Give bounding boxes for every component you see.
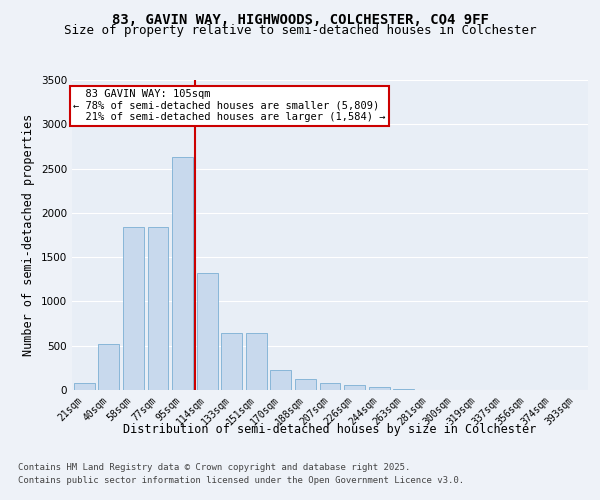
Text: Size of property relative to semi-detached houses in Colchester: Size of property relative to semi-detach… (64, 24, 536, 37)
Bar (98, 344, 119, 390)
Bar (320, 383, 340, 390)
Bar (393, 389, 414, 390)
Bar (197, 273, 218, 390)
Bar (172, 157, 193, 390)
Bar (148, 227, 169, 390)
Text: Contains HM Land Registry data © Crown copyright and database right 2025.: Contains HM Land Registry data © Crown c… (18, 462, 410, 471)
Text: 83, GAVIN WAY, HIGHWOODS, COLCHESTER, CO4 9FF: 83, GAVIN WAY, HIGHWOODS, COLCHESTER, CO… (112, 12, 488, 26)
Bar (295, 380, 316, 390)
Bar (368, 388, 389, 390)
Bar (123, 227, 144, 390)
Bar (246, 334, 267, 390)
Bar (74, 383, 95, 390)
Bar (221, 334, 242, 390)
Bar (271, 370, 292, 390)
Y-axis label: Number of semi-detached properties: Number of semi-detached properties (22, 114, 35, 356)
Text: Contains public sector information licensed under the Open Government Licence v3: Contains public sector information licen… (18, 476, 464, 485)
Text: 83 GAVIN WAY: 105sqm  
← 78% of semi-detached houses are smaller (5,809) 
  21% : 83 GAVIN WAY: 105sqm ← 78% of semi-detac… (73, 90, 386, 122)
Text: Distribution of semi-detached houses by size in Colchester: Distribution of semi-detached houses by … (124, 422, 536, 436)
Bar (344, 385, 365, 390)
